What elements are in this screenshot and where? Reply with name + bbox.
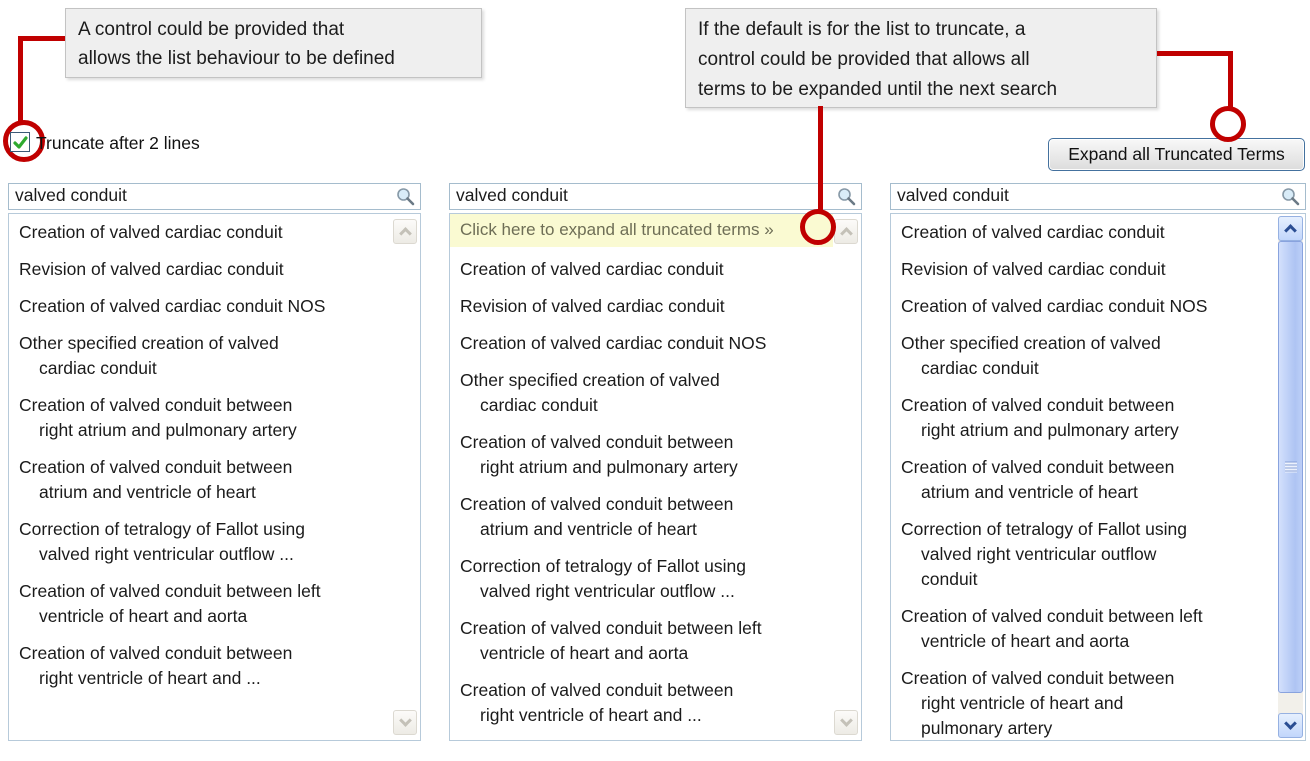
search-icon[interactable]: [395, 187, 416, 208]
note-list-behaviour: A control could be provided that allows …: [65, 8, 482, 78]
connector-line: [18, 36, 65, 41]
checkmark-icon: [12, 135, 28, 149]
list-item[interactable]: Creation of valved cardiac conduit NOS: [460, 333, 767, 353]
list-item[interactable]: Other specified creation of valved cardia…: [460, 370, 720, 415]
search-icon[interactable]: [1280, 187, 1301, 208]
note-line: terms to be expanded until the next sear…: [698, 79, 1058, 100]
search-box: [890, 183, 1306, 210]
scrollbar[interactable]: [1278, 216, 1303, 738]
chevron-up-icon: [839, 227, 853, 240]
chevron-down-icon: [398, 714, 412, 727]
search-box: [8, 183, 421, 210]
expand-all-button[interactable]: Expand all Truncated Terms: [1048, 138, 1305, 171]
note-line: allows the list behaviour to be defined: [78, 48, 395, 69]
list-item[interactable]: Other specified creation of valved cardia…: [19, 333, 279, 378]
list-item[interactable]: Creation of valved conduit between right …: [460, 432, 738, 477]
list-item[interactable]: Creation of valved conduit between right …: [460, 680, 734, 725]
search-input[interactable]: [891, 184, 1305, 209]
results-list: Creation of valved cardiac conduit Revisi…: [8, 213, 421, 741]
expand-all-link[interactable]: Click here to expand all truncated terms…: [450, 214, 833, 247]
list-item[interactable]: Creation of valved cardiac conduit NOS: [19, 296, 326, 316]
list-item[interactable]: Correction of tetralogy of Fallot using v…: [901, 519, 1187, 589]
chevron-up-icon: [398, 227, 412, 240]
chevron-down-icon: [839, 714, 853, 727]
list-item[interactable]: Creation of valved conduit between atrium…: [901, 457, 1175, 502]
list-item[interactable]: Revision of valved cardiac conduit: [19, 259, 284, 279]
search-box: [449, 183, 862, 210]
list-item[interactable]: Creation of valved conduit between right …: [901, 668, 1175, 738]
list-item[interactable]: Creation of valved cardiac conduit: [901, 222, 1165, 242]
scrollbar-grip-icon: [1284, 461, 1297, 473]
highlight-circle-checkbox: [3, 120, 45, 162]
chevron-down-icon: [1284, 717, 1297, 730]
search-panel-truncated: Creation of valved cardiac conduit Revisi…: [8, 183, 421, 741]
search-icon[interactable]: [836, 187, 857, 208]
highlight-circle-expand-link: [800, 209, 836, 245]
connector-line: [818, 106, 823, 210]
list-item[interactable]: Correction of tetralogy of Fallot using v…: [19, 519, 305, 564]
list-item[interactable]: Creation of valved conduit between left v…: [19, 581, 321, 626]
list-item[interactable]: Revision of valved cardiac conduit: [901, 259, 1166, 279]
truncate-checkbox-label: Truncate after 2 lines: [36, 133, 200, 153]
results-list: Creation of valved cardiac conduit Revisi…: [890, 213, 1306, 741]
note-line: control could be provided that allows al…: [698, 49, 1030, 70]
list-item[interactable]: Creation of valved conduit between right …: [19, 643, 293, 688]
scroll-up-button[interactable]: [1278, 216, 1303, 241]
scroll-up-button[interactable]: [393, 219, 417, 244]
scroll-down-button[interactable]: [1278, 713, 1303, 738]
list-item[interactable]: Creation of valved conduit between left v…: [901, 606, 1203, 651]
list-item[interactable]: Creation of valved conduit between left v…: [460, 618, 762, 663]
list-item[interactable]: Creation of valved conduit between right …: [901, 395, 1179, 440]
scroll-down-button[interactable]: [393, 710, 417, 735]
list-item[interactable]: Creation of valved cardiac conduit: [19, 222, 283, 242]
highlight-circle-button: [1210, 106, 1246, 142]
list-item[interactable]: Creation of valved conduit between atrium…: [460, 494, 734, 539]
list-item[interactable]: Creation of valved cardiac conduit NOS: [901, 296, 1208, 316]
note-expand-control: If the default is for the list to trunca…: [685, 8, 1157, 108]
scroll-down-button[interactable]: [834, 710, 858, 735]
list-item[interactable]: Creation of valved conduit between right …: [19, 395, 297, 440]
search-input[interactable]: [450, 184, 861, 209]
chevron-up-icon: [1284, 224, 1297, 237]
search-panel-expanded: Creation of valved cardiac conduit Revisi…: [890, 183, 1306, 741]
connector-line: [1157, 51, 1233, 56]
results-list: Click here to expand all truncated terms…: [449, 213, 862, 741]
list-item[interactable]: Revision of valved cardiac conduit: [460, 296, 725, 316]
scrollbar[interactable]: [393, 217, 417, 737]
truncate-checkbox[interactable]: [10, 132, 30, 152]
connector-line: [1228, 51, 1233, 108]
search-input[interactable]: [9, 184, 420, 209]
scroll-up-button[interactable]: [834, 219, 858, 244]
connector-line: [18, 36, 23, 122]
list-item[interactable]: Creation of valved cardiac conduit: [460, 259, 724, 279]
scrollbar-thumb[interactable]: [1278, 241, 1303, 693]
list-item[interactable]: Creation of valved conduit between atrium…: [19, 457, 293, 502]
note-line: If the default is for the list to trunca…: [698, 19, 1026, 40]
search-panel-expand-link: Click here to expand all truncated terms…: [449, 183, 862, 741]
scrollbar[interactable]: [834, 217, 858, 737]
list-item[interactable]: Correction of tetralogy of Fallot using v…: [460, 556, 746, 601]
note-line: A control could be provided that: [78, 19, 345, 40]
list-item[interactable]: Other specified creation of valved cardia…: [901, 333, 1161, 378]
